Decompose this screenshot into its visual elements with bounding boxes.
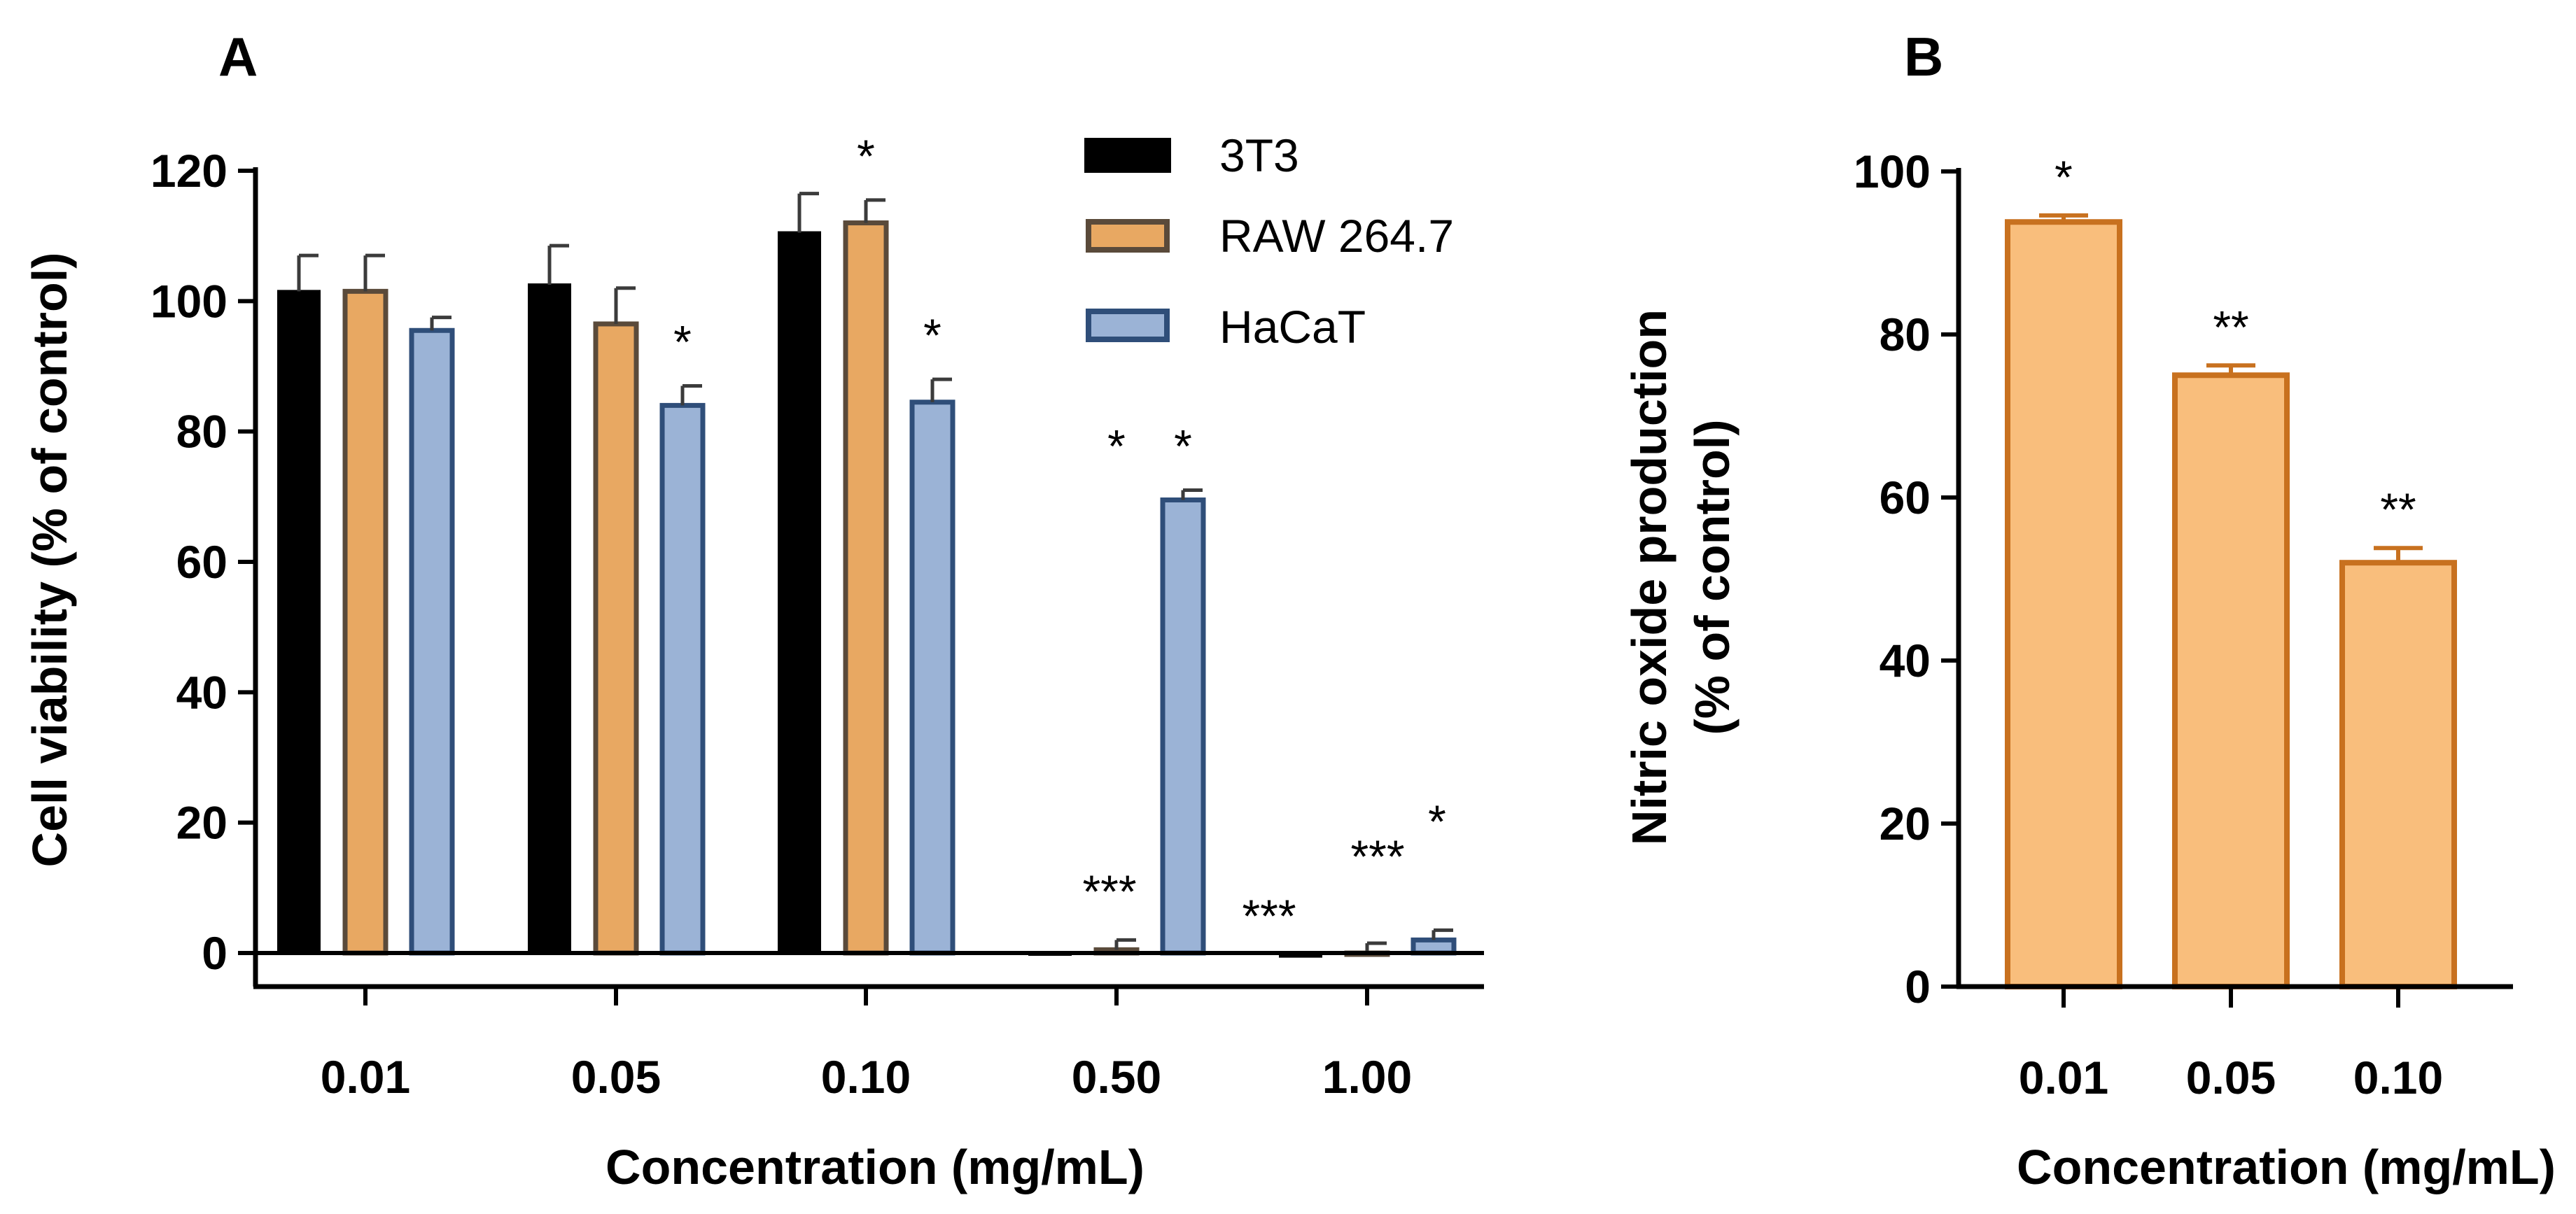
bar-3t3-0.05 <box>528 283 571 954</box>
bar-hacat-0.50 <box>1160 497 1206 956</box>
panel-a-bars <box>277 192 1457 958</box>
panel-a-x-tick-label-0.01: 0.01 <box>321 1051 410 1103</box>
panel-a-y-tick-label-40: 40 <box>176 666 227 718</box>
bar-b-0.10 <box>2339 560 2457 989</box>
panel-b-axes <box>1956 168 2513 989</box>
bar-hacat-0.01 <box>409 327 455 956</box>
panel-b-y-tick-label-80: 80 <box>1879 309 1931 360</box>
panel-a-x-tick-label-0.50: 0.50 <box>1072 1051 1161 1103</box>
sig-label-b-0.01: * <box>2054 151 2073 203</box>
legend-label-hacat: HaCaT <box>1219 301 1366 353</box>
legend-swatch-3t3 <box>1084 138 1171 173</box>
sig-label-hacat-0.05: * <box>673 316 692 367</box>
legend-swatch-raw <box>1086 219 1170 253</box>
bar-raw-0.01 <box>342 288 388 956</box>
panel-b-y-tick-label-20: 20 <box>1879 798 1931 849</box>
panel-b-letter: B <box>1904 26 1943 87</box>
bar-raw-0.05 <box>593 321 639 956</box>
legend-label-raw: RAW 264.7 <box>1219 210 1454 262</box>
panel-b-significance: ***** <box>2054 151 2416 535</box>
panel-b-x-tick-label-0.05: 0.05 <box>2186 1052 2276 1103</box>
panel-a-x-tick-label-0.10: 0.10 <box>821 1051 911 1103</box>
bar-hacat-0.10 <box>909 400 955 956</box>
sig-label-raw-1.00: *** <box>1350 831 1404 882</box>
legend-swatch-hacat <box>1086 309 1170 342</box>
panel-b-x-tick-label-0.10: 0.10 <box>2353 1052 2443 1103</box>
sig-label-b-0.05: ** <box>2213 301 2248 353</box>
sig-label-b-0.10: ** <box>2380 484 2416 535</box>
panel-b-y-axis-title-line1: Nitric oxide production <box>1622 309 1676 845</box>
sig-label-raw-0.10: * <box>857 130 875 182</box>
panel-a-axes <box>253 167 1484 989</box>
panel-a-y-tick-label-20: 20 <box>176 797 227 849</box>
panel-a-y-tick-label-120: 120 <box>150 145 227 197</box>
sig-label-hacat-1.00: * <box>1428 796 1446 847</box>
bar-3t3-0.01 <box>277 290 321 954</box>
bar-raw-0.10 <box>843 220 889 956</box>
panel-a-y-tick-label-80: 80 <box>176 406 227 458</box>
bar-b-0.01 <box>2005 219 2122 990</box>
panel-b-y-tick-label-100: 100 <box>1854 146 1931 197</box>
panel-a-y-axis-title: Cell viability (% of control) <box>22 253 77 868</box>
bar-b-0.05 <box>2172 372 2290 989</box>
panel-b-y-axis-title-line2: (% of control) <box>1685 419 1740 735</box>
panel-a-ticks: 0 20 40 60 80 100 120 0.01 0.05 0.10 0.50 1.00 <box>150 145 1412 1103</box>
panel-b-ticks: 0 20 40 60 80 100 0.01 0.05 0.10 <box>1854 146 2443 1103</box>
sig-label-hacat-0.10: * <box>923 309 941 361</box>
panel-a-y-tick-label-60: 60 <box>176 536 227 588</box>
panel-a-x-tick-label-0.05: 0.05 <box>571 1051 661 1103</box>
panel-a-significance: *********** **** <box>673 130 1446 942</box>
panel-b-y-tick-label-0: 0 <box>1905 961 1931 1012</box>
panel-b-bars <box>2005 213 2457 990</box>
legend: 3T3 RAW 264.7 HaCaT <box>1084 129 1454 353</box>
bar-3t3-0.10 <box>778 231 821 955</box>
sig-label-raw-0.50-star: * <box>1107 421 1126 472</box>
bar-hacat-0.05 <box>659 402 706 956</box>
panel-b-y-tick-label-40: 40 <box>1879 635 1931 686</box>
panel-a-y-tick-label-100: 100 <box>150 275 227 327</box>
panel-b-x-axis-title: Concentration (mg/mL) <box>2017 1140 2556 1194</box>
sig-label-3t3-1.00: *** <box>1242 890 1296 942</box>
panel-a-y-tick-label-0: 0 <box>202 927 227 979</box>
panel-b-x-tick-label-0.01: 0.01 <box>2019 1052 2108 1103</box>
panel-b-y-tick-label-60: 60 <box>1879 472 1931 523</box>
sig-label-hacat-0.50: * <box>1174 421 1192 472</box>
panel-a-x-tick-label-1.00: 1.00 <box>1322 1051 1412 1103</box>
panel-a-x-axis-title: Concentration (mg/mL) <box>606 1140 1144 1194</box>
legend-label-3t3: 3T3 <box>1219 129 1299 181</box>
panel-a-letter: A <box>218 26 258 87</box>
sig-label-raw-0.50: *** <box>1082 866 1136 917</box>
